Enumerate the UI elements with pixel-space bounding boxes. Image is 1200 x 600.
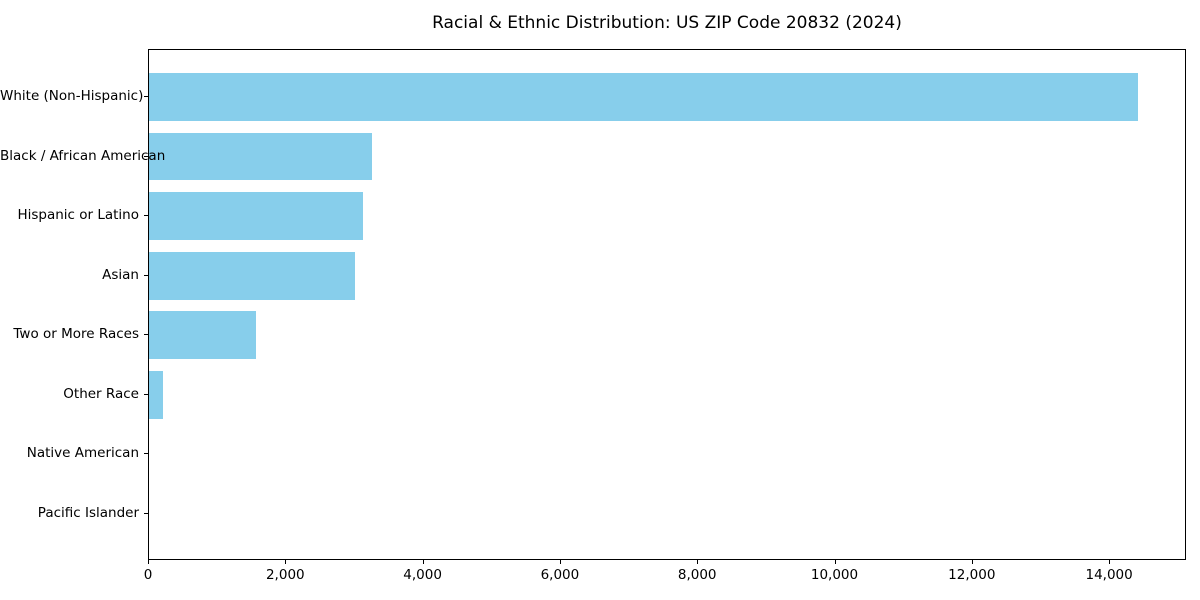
bar-other-race <box>149 371 163 419</box>
y-tick-label: Pacific Islander <box>37 504 139 521</box>
y-tick-label: White (Non-Hispanic) <box>0 88 144 105</box>
x-tick-label: 2,000 <box>265 567 305 583</box>
y-tick-mark <box>144 394 148 395</box>
bar-white-non-hispanic <box>149 73 1138 121</box>
y-tick-mark <box>144 156 148 157</box>
x-tick-mark <box>835 560 836 564</box>
x-tick-label: 0 <box>143 567 153 583</box>
x-tick-label: 8,000 <box>677 567 717 583</box>
x-tick-label: 12,000 <box>948 567 996 583</box>
x-tick-mark <box>1109 560 1110 564</box>
y-tick-label: Two or More Races <box>13 326 139 343</box>
x-tick-label: 14,000 <box>1085 567 1133 583</box>
plot-area <box>148 49 1186 560</box>
y-tick-mark <box>144 334 148 335</box>
y-tick-label: Hispanic or Latino <box>17 207 139 224</box>
x-tick-label: 6,000 <box>540 567 580 583</box>
y-tick-mark <box>144 275 148 276</box>
chart-title: Racial & Ethnic Distribution: US ZIP Cod… <box>432 13 902 33</box>
bar-hispanic-or-latino <box>149 192 363 240</box>
x-tick-mark <box>285 560 286 564</box>
y-tick-label: Other Race <box>63 385 139 402</box>
y-tick-mark <box>144 513 148 514</box>
bar-black-african-american <box>149 132 373 181</box>
x-tick-mark <box>560 560 561 564</box>
y-tick-label: Black / African American <box>0 147 166 164</box>
x-tick-mark <box>148 560 149 564</box>
y-tick-mark <box>144 215 148 216</box>
x-tick-mark <box>972 560 973 564</box>
y-tick-label: Native American <box>26 445 139 462</box>
y-tick-mark <box>144 453 148 454</box>
x-tick-label: 4,000 <box>403 567 442 583</box>
x-tick-mark <box>697 560 698 564</box>
x-tick-mark <box>423 560 424 564</box>
x-tick-label: 10,000 <box>810 567 859 583</box>
y-tick-label: Asian <box>102 266 139 283</box>
bar-two-or-more-races <box>149 311 257 360</box>
bar-asian <box>149 251 355 300</box>
y-tick-mark <box>144 96 148 97</box>
